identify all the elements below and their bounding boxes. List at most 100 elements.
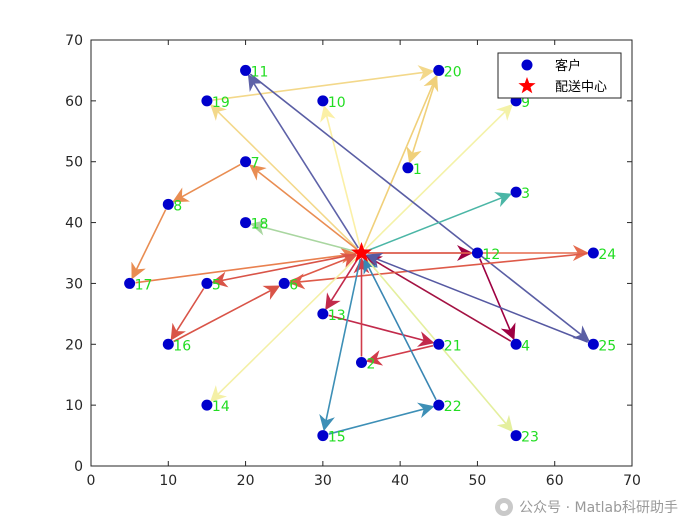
route-arrow [319,258,362,432]
route-arrow [212,65,435,101]
route-arrow [365,253,589,343]
watermark-text: 公众号 · Matlab科研助手 [519,500,678,516]
customer-point [510,430,522,442]
customer-label: 14 [212,399,230,415]
y-tick-label: 50 [65,155,83,171]
legend-box [497,52,622,99]
customer-label: 9 [521,95,530,111]
route-arrow [479,258,516,341]
customer-label: 15 [328,430,346,446]
route-arrow [365,103,513,250]
x-tick-label: 40 [391,473,409,489]
route-arrow [172,163,241,203]
customer-label: 5 [212,277,221,293]
route-arrow [288,252,588,290]
customer-point [162,338,174,350]
legend-customer-marker [521,59,533,71]
customer-label: 1 [413,162,422,178]
customer-label: 4 [521,338,530,354]
y-tick-label: 60 [65,94,83,110]
route-arrow [363,256,437,401]
route-arrow [170,288,205,341]
x-tick-label: 0 [87,473,96,489]
customer-label: 10 [328,95,346,111]
customer-label: 2 [367,357,376,373]
legend-customer-label: 客户 [555,58,581,74]
customer-label: 24 [598,247,616,263]
customer-label: 19 [212,95,230,111]
customer-point [433,64,445,76]
legend-depot-label: 配送中心 [555,80,607,95]
customer-label: 21 [444,338,462,354]
customer-point [587,247,599,259]
customer-label: 17 [135,277,153,293]
customer-label: 18 [251,217,269,233]
customer-label: 13 [328,308,346,324]
customer-point [471,247,483,259]
route-arrow [406,75,438,164]
depot-star [351,242,372,262]
y-tick-label: 0 [74,459,83,475]
axis-ticks: 0 10 20 30 40 50 60 70 0 10 20 30 40 50 60 70 [65,33,641,489]
y-tick-label: 70 [65,33,83,49]
route-arrow [247,74,359,249]
customer-point [433,399,445,411]
customer-point [162,198,174,210]
customer-point [278,277,290,289]
route-arrow [173,285,281,343]
legend-depot-marker [518,77,536,94]
customer-label: 23 [521,430,539,446]
legend: 客户 配送中心 [497,52,622,99]
customer-point [240,156,252,168]
route-arrow [249,164,358,250]
customer-point [587,338,599,350]
customer-point [510,338,522,350]
x-tick-label: 60 [546,473,564,489]
x-tick-label: 50 [469,473,487,489]
customer-label: 25 [598,338,616,354]
depot-marker [351,242,372,262]
watermark: 公众号 · Matlab科研助手 [495,497,678,517]
y-tick-label: 30 [65,276,83,292]
customer-point [240,64,252,76]
route-arrow [365,344,434,366]
customer-point [240,217,252,229]
customer-point [201,95,213,107]
y-tick-label: 20 [65,337,83,353]
customer-label: 11 [251,64,269,80]
customer-label: 20 [444,64,462,80]
customer-point [317,308,329,320]
route-arrow [325,257,359,311]
route-arrow [210,256,358,403]
customer-label: 3 [521,186,530,202]
route-arrow [135,247,358,284]
route-arrow [210,103,358,250]
customer-point [201,399,213,411]
route-arrow [249,220,356,253]
route-arrow [131,209,167,280]
route-arrows [131,65,590,435]
customer-label: 6 [289,277,298,293]
customer-point [201,277,213,289]
route-arrow [363,74,439,248]
customer-point [124,277,136,289]
customer-point [510,186,522,198]
route-arrow [328,314,435,347]
route-arrow [289,253,358,282]
x-tick-label: 20 [237,473,255,489]
route-arrow [365,255,512,342]
y-tick-label: 10 [65,398,83,414]
route-arrow [211,253,356,288]
customer-point [356,357,367,369]
route-arrow [320,105,361,248]
customer-points [124,64,599,442]
y-tick-label: 40 [65,216,83,232]
customer-label: 7 [251,156,260,172]
route-arrow [328,402,435,435]
route-arrow [366,192,512,252]
customer-label: 16 [173,338,191,354]
route-arrow [249,73,590,342]
customer-label: 22 [444,399,462,415]
